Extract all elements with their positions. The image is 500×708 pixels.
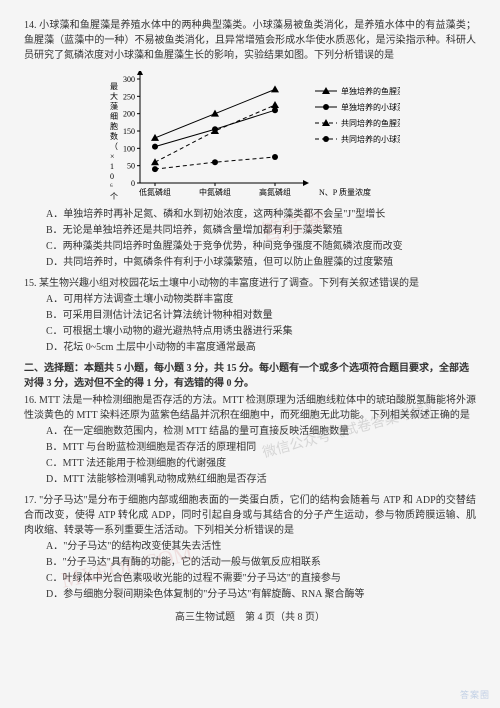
question-15-number: 15. <box>24 278 37 289</box>
svg-text:数: 数 <box>110 131 118 141</box>
question-14: 14. 小球藻和鱼腥藻是养殖水体中的两种典型藻类。小球藻易被鱼类消化，是养殖水体… <box>24 18 476 270</box>
svg-text:大: 大 <box>110 91 118 101</box>
question-17-number: 17. <box>24 495 37 506</box>
question-15-text: 某生物兴趣小组对校园花坛土壤中小动物的丰富度进行了调查。下列有关叙述错误的是 <box>39 278 419 289</box>
svg-text:×: × <box>110 152 115 161</box>
question-16-option-a: A．在一定细胞数范围内，检测 MTT 结晶的量可直接反映活细胞数量 <box>24 424 476 439</box>
question-14-number: 14. <box>24 20 37 31</box>
svg-text:最: 最 <box>110 82 118 91</box>
question-14-option-a: A．单独培养时再补足氮、磷和水到初始浓度，这两种藻类都不会呈"J"型增长 <box>24 207 476 222</box>
question-14-text: 小球藻和鱼腥藻是养殖水体中的两种典型藻类。小球藻易被鱼类消化，是养殖水体中的有益… <box>24 20 476 61</box>
question-15-option-a: A．可用样方法调查土壤小动物类群丰富度 <box>24 292 476 307</box>
line-chart: 0 50 100 150 200 250 300 低氮磷组 中氮磷组 高氮磷组 N、P 质量浓度 最大… <box>100 71 400 201</box>
question-15-option-d: D．花坛 0~5cm 土层中小动物的丰富度通常最高 <box>24 340 476 355</box>
svg-text:200: 200 <box>123 110 135 119</box>
svg-text:胞: 胞 <box>110 121 118 131</box>
svg-text:高氮磷组: 高氮磷组 <box>259 187 291 197</box>
chart-container: 0 50 100 150 200 250 300 低氮磷组 中氮磷组 高氮磷组 N、P 质量浓度 最大… <box>24 71 476 201</box>
svg-text:150: 150 <box>123 127 135 136</box>
svg-text:低氮磷组: 低氮磷组 <box>139 187 171 197</box>
svg-text:单独培养的小球藻: 单独培养的小球藻 <box>341 102 400 112</box>
question-14-stem: 14. 小球藻和鱼腥藻是养殖水体中的两种典型藻类。小球藻易被鱼类消化，是养殖水体… <box>24 18 476 63</box>
question-15-option-c: C．可根据土壤小动物的避光避热特点用诱虫器进行采集 <box>24 324 476 339</box>
svg-text:0: 0 <box>131 179 135 188</box>
section-2-header: 二、选择题：本题共 5 小题，每小题 3 分，共 15 分。每小题有一个或多个选… <box>24 361 476 391</box>
question-16-option-c: C．MTT 法还能用于检测细胞的代谢强度 <box>24 456 476 471</box>
svg-text:N、P 质量浓度: N、P 质量浓度 <box>319 187 371 197</box>
page-footer: 高三生物试题 第 4 页（共 8 页） <box>24 610 476 625</box>
question-16: 16. MTT 法是一种检测细胞是否存活的方法。MTT 检测原理为活细胞线粒体中… <box>24 393 476 487</box>
question-15-option-b: B．可采用目测估计法记名计算法统计物种相对数量 <box>24 308 476 323</box>
question-16-option-d: D．MTT 法能够检测哺乳动物成熟红细胞是否存活 <box>24 472 476 487</box>
question-15-stem: 15. 某生物兴趣小组对校园花坛土壤中小动物的丰富度进行了调查。下列有关叙述错误… <box>24 276 476 291</box>
question-14-option-d: D．共同培养时，中氮磷条件有利于小球藻繁殖，但可以防止鱼腥藻的过度繁殖 <box>24 255 476 270</box>
svg-text:300: 300 <box>123 75 135 84</box>
question-17-option-a: A．"分子马达"的结构改变使其失去活性 <box>24 539 476 554</box>
svg-text:藻: 藻 <box>110 101 118 111</box>
svg-text:50: 50 <box>127 162 135 171</box>
question-17-option-d: D．参与细胞分裂间期染色体复制的"分子马达"有解旋酶、RNA 聚合酶等 <box>24 587 476 602</box>
svg-text:⁶: ⁶ <box>110 182 113 191</box>
svg-text:单独培养的鱼腥藻: 单独培养的鱼腥藻 <box>341 86 400 96</box>
question-15: 15. 某生物兴趣小组对校园花坛土壤中小动物的丰富度进行了调查。下列有关叙述错误… <box>24 276 476 355</box>
svg-text:250: 250 <box>123 92 135 101</box>
svg-text:1: 1 <box>110 162 114 171</box>
svg-text:100: 100 <box>123 144 135 153</box>
question-16-text: MTT 法是一种检测细胞是否存活的方法。MTT 检测原理为活细胞线粒体中的琥珀酸… <box>24 395 476 421</box>
question-17-text: "分子马达"是分布于细胞内部或细胞表面的一类蛋白质，它们的结构会随着与 ATP … <box>24 495 476 536</box>
svg-text:共同培养的鱼腥藻: 共同培养的鱼腥藻 <box>341 118 400 128</box>
svg-text:细: 细 <box>110 111 118 121</box>
question-17-stem: 17. "分子马达"是分布于细胞内部或细胞表面的一类蛋白质，它们的结构会随着与 … <box>24 493 476 538</box>
svg-text:中氮磷组: 中氮磷组 <box>199 187 231 197</box>
question-17: 17. "分子马达"是分布于细胞内部或细胞表面的一类蛋白质，它们的结构会随着与 … <box>24 493 476 602</box>
question-17-option-c: C．叶绿体中光合色素吸收光能的过程不需要"分子马达"的直接参与 <box>24 571 476 586</box>
question-14-option-c: C．两种藻类共同培养时鱼腥藻处于竞争优势，种间竞争强度不随氮磷浓度而改变 <box>24 239 476 254</box>
svg-text:个: 个 <box>110 192 118 201</box>
question-16-number: 16. <box>24 395 37 406</box>
site-logo: 答案圈 <box>460 689 490 703</box>
svg-text:共同培养的小球藻: 共同培养的小球藻 <box>341 134 400 144</box>
question-16-option-b: B．MTT 与台盼蓝检测细胞是否存活的原理相同 <box>24 440 476 455</box>
question-14-option-b: B．无论是单独培养还是共同培养，氮磷含量增加都有利于藻类繁殖 <box>24 223 476 238</box>
svg-text:（: （ <box>110 142 118 151</box>
question-16-stem: 16. MTT 法是一种检测细胞是否存活的方法。MTT 检测原理为活细胞线粒体中… <box>24 393 476 423</box>
svg-text:0: 0 <box>110 172 114 181</box>
question-17-option-b: B．"分子马达"具有酶的功能，它的活动一般与做氧反应相联系 <box>24 555 476 570</box>
